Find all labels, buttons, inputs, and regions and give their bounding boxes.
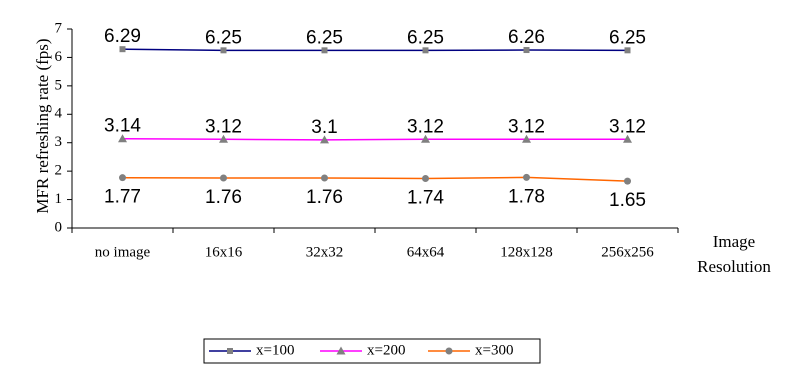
series-line — [122, 176, 628, 182]
y-tick-label: 2 — [55, 163, 63, 179]
legend-entry: x=300 — [428, 342, 513, 358]
legend-marker — [445, 347, 453, 355]
series-x-200 — [118, 134, 632, 144]
y-tick-label: 1 — [55, 191, 63, 207]
data-point — [623, 134, 632, 143]
data-point — [321, 47, 328, 54]
data-point — [522, 134, 531, 143]
data-point — [422, 175, 429, 183]
data-point — [321, 174, 328, 182]
data-label: 1.74 — [407, 188, 444, 209]
data-point — [219, 134, 228, 143]
data-label: 6.29 — [104, 26, 141, 47]
data-label: 3.14 — [104, 116, 141, 137]
data-label: 1.76 — [205, 187, 242, 208]
data-point — [119, 46, 126, 53]
legend-marker — [227, 348, 233, 354]
data-point — [624, 177, 631, 185]
data-label: 6.25 — [205, 27, 242, 48]
legend-box — [203, 338, 541, 364]
x-tick-label: no image — [95, 244, 151, 260]
data-point — [320, 135, 329, 144]
data-point — [220, 174, 227, 182]
legend-label: x=100 — [256, 342, 294, 358]
data-label: 1.77 — [104, 187, 141, 208]
x-tick-label: 128x128 — [500, 244, 553, 260]
legend-entry: x=100 — [209, 342, 294, 358]
data-point — [624, 47, 631, 54]
data-point — [422, 47, 429, 54]
data-label: 6.25 — [407, 27, 444, 48]
data-label: 6.25 — [306, 27, 343, 48]
data-label: 3.12 — [508, 116, 545, 137]
y-tick-label: 5 — [55, 77, 63, 93]
y-tick-label: 4 — [55, 106, 63, 122]
data-point — [220, 47, 227, 54]
y-tick-label: 0 — [55, 219, 63, 235]
series-line — [122, 48, 628, 52]
series-group — [118, 46, 632, 185]
x-tick-label: 256x256 — [601, 244, 654, 260]
legend-entry: x=200 — [320, 342, 405, 358]
series-x-100 — [119, 46, 631, 54]
data-label: 1.78 — [508, 186, 545, 207]
axes — [67, 28, 679, 233]
legend: x=100 x=200 x=300 — [203, 338, 541, 364]
data-point — [523, 47, 530, 54]
data-label: 3.12 — [407, 116, 444, 137]
data-point — [421, 134, 430, 143]
data-label: 6.26 — [508, 27, 545, 48]
legend-label: x=200 — [367, 342, 405, 358]
series-line — [122, 137, 628, 141]
data-label: 3.1 — [311, 117, 337, 138]
data-label: 3.12 — [609, 116, 646, 137]
legend-marker — [336, 346, 346, 355]
data-point — [118, 134, 127, 143]
x-axis-title-line2: Resolution — [697, 257, 771, 276]
x-tick-label: 32x32 — [306, 244, 344, 260]
y-tick-label: 6 — [55, 49, 63, 65]
data-label: 1.65 — [609, 190, 646, 211]
data-label: 6.25 — [609, 27, 646, 48]
series-x-300 — [119, 173, 631, 185]
data-label: 3.12 — [205, 116, 242, 137]
y-tick-label: 3 — [55, 134, 63, 150]
y-tick-labels: 0 1 2 3 4 5 6 7 — [55, 20, 63, 235]
data-point — [523, 173, 530, 181]
x-tick-labels: no image 16x16 32x32 64x64 128x128 256x256 — [95, 244, 654, 260]
y-tick-label: 7 — [55, 20, 63, 36]
legend-label: x=300 — [475, 342, 513, 358]
y-axis-title: MFR refreshing rate (fps) — [33, 38, 52, 213]
data-point — [119, 174, 126, 182]
data-label: 1.76 — [306, 187, 343, 208]
data-labels: 6.29 6.25 6.25 6.25 6.26 6.25 3.14 3.12 3.1 3.12 3… — [104, 26, 646, 211]
x-tick-label: 16x16 — [205, 244, 243, 260]
x-axis-title-line1: Image — [713, 232, 755, 251]
x-tick-label: 64x64 — [407, 244, 445, 260]
